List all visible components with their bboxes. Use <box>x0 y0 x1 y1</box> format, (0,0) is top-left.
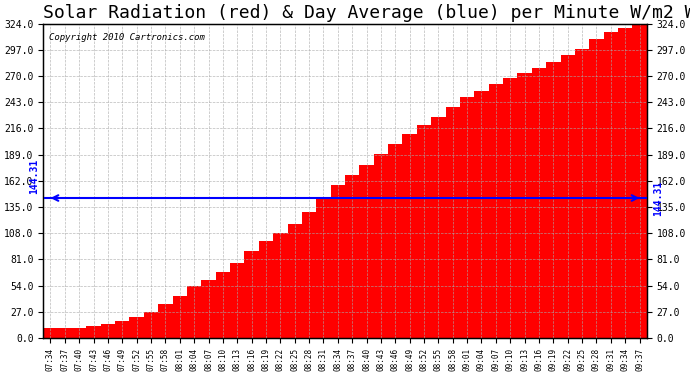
Bar <box>417 124 431 338</box>
Bar <box>58 328 72 338</box>
Bar <box>72 328 86 338</box>
Bar <box>402 134 417 338</box>
Bar <box>460 98 474 338</box>
Bar <box>575 49 589 338</box>
Bar <box>302 212 316 338</box>
Bar <box>43 328 58 338</box>
Bar <box>115 321 130 338</box>
Bar <box>288 224 302 338</box>
Bar <box>230 263 244 338</box>
Bar <box>431 117 446 338</box>
Bar <box>101 324 115 338</box>
Bar <box>216 272 230 338</box>
Bar <box>359 165 374 338</box>
Bar <box>130 316 144 338</box>
Bar <box>604 33 618 338</box>
Bar <box>374 154 388 338</box>
Text: 144.31: 144.31 <box>29 159 39 194</box>
Bar <box>86 326 101 338</box>
Bar <box>560 55 575 338</box>
Bar <box>632 24 647 338</box>
Bar <box>244 251 259 338</box>
Bar <box>201 280 216 338</box>
Bar <box>259 241 273 338</box>
Text: Copyright 2010 Cartronics.com: Copyright 2010 Cartronics.com <box>49 33 205 42</box>
Bar <box>446 107 460 338</box>
Bar <box>345 175 359 338</box>
Bar <box>316 197 331 338</box>
Bar <box>618 28 632 338</box>
Bar <box>474 91 489 338</box>
Bar <box>158 304 172 338</box>
Bar <box>503 78 518 338</box>
Bar <box>546 62 560 338</box>
Bar <box>144 312 158 338</box>
Bar <box>187 286 201 338</box>
Bar <box>172 296 187 338</box>
Text: 144.31: 144.31 <box>653 180 663 216</box>
Bar <box>388 144 402 338</box>
Bar <box>589 39 604 338</box>
Text: Solar Radiation (red) & Day Average (blue) per Minute W/m2 Wed Dec 15 09:37: Solar Radiation (red) & Day Average (blu… <box>43 4 690 22</box>
Bar <box>489 84 503 338</box>
Bar <box>331 185 345 338</box>
Bar <box>518 73 532 338</box>
Bar <box>273 233 288 338</box>
Bar <box>532 68 546 338</box>
